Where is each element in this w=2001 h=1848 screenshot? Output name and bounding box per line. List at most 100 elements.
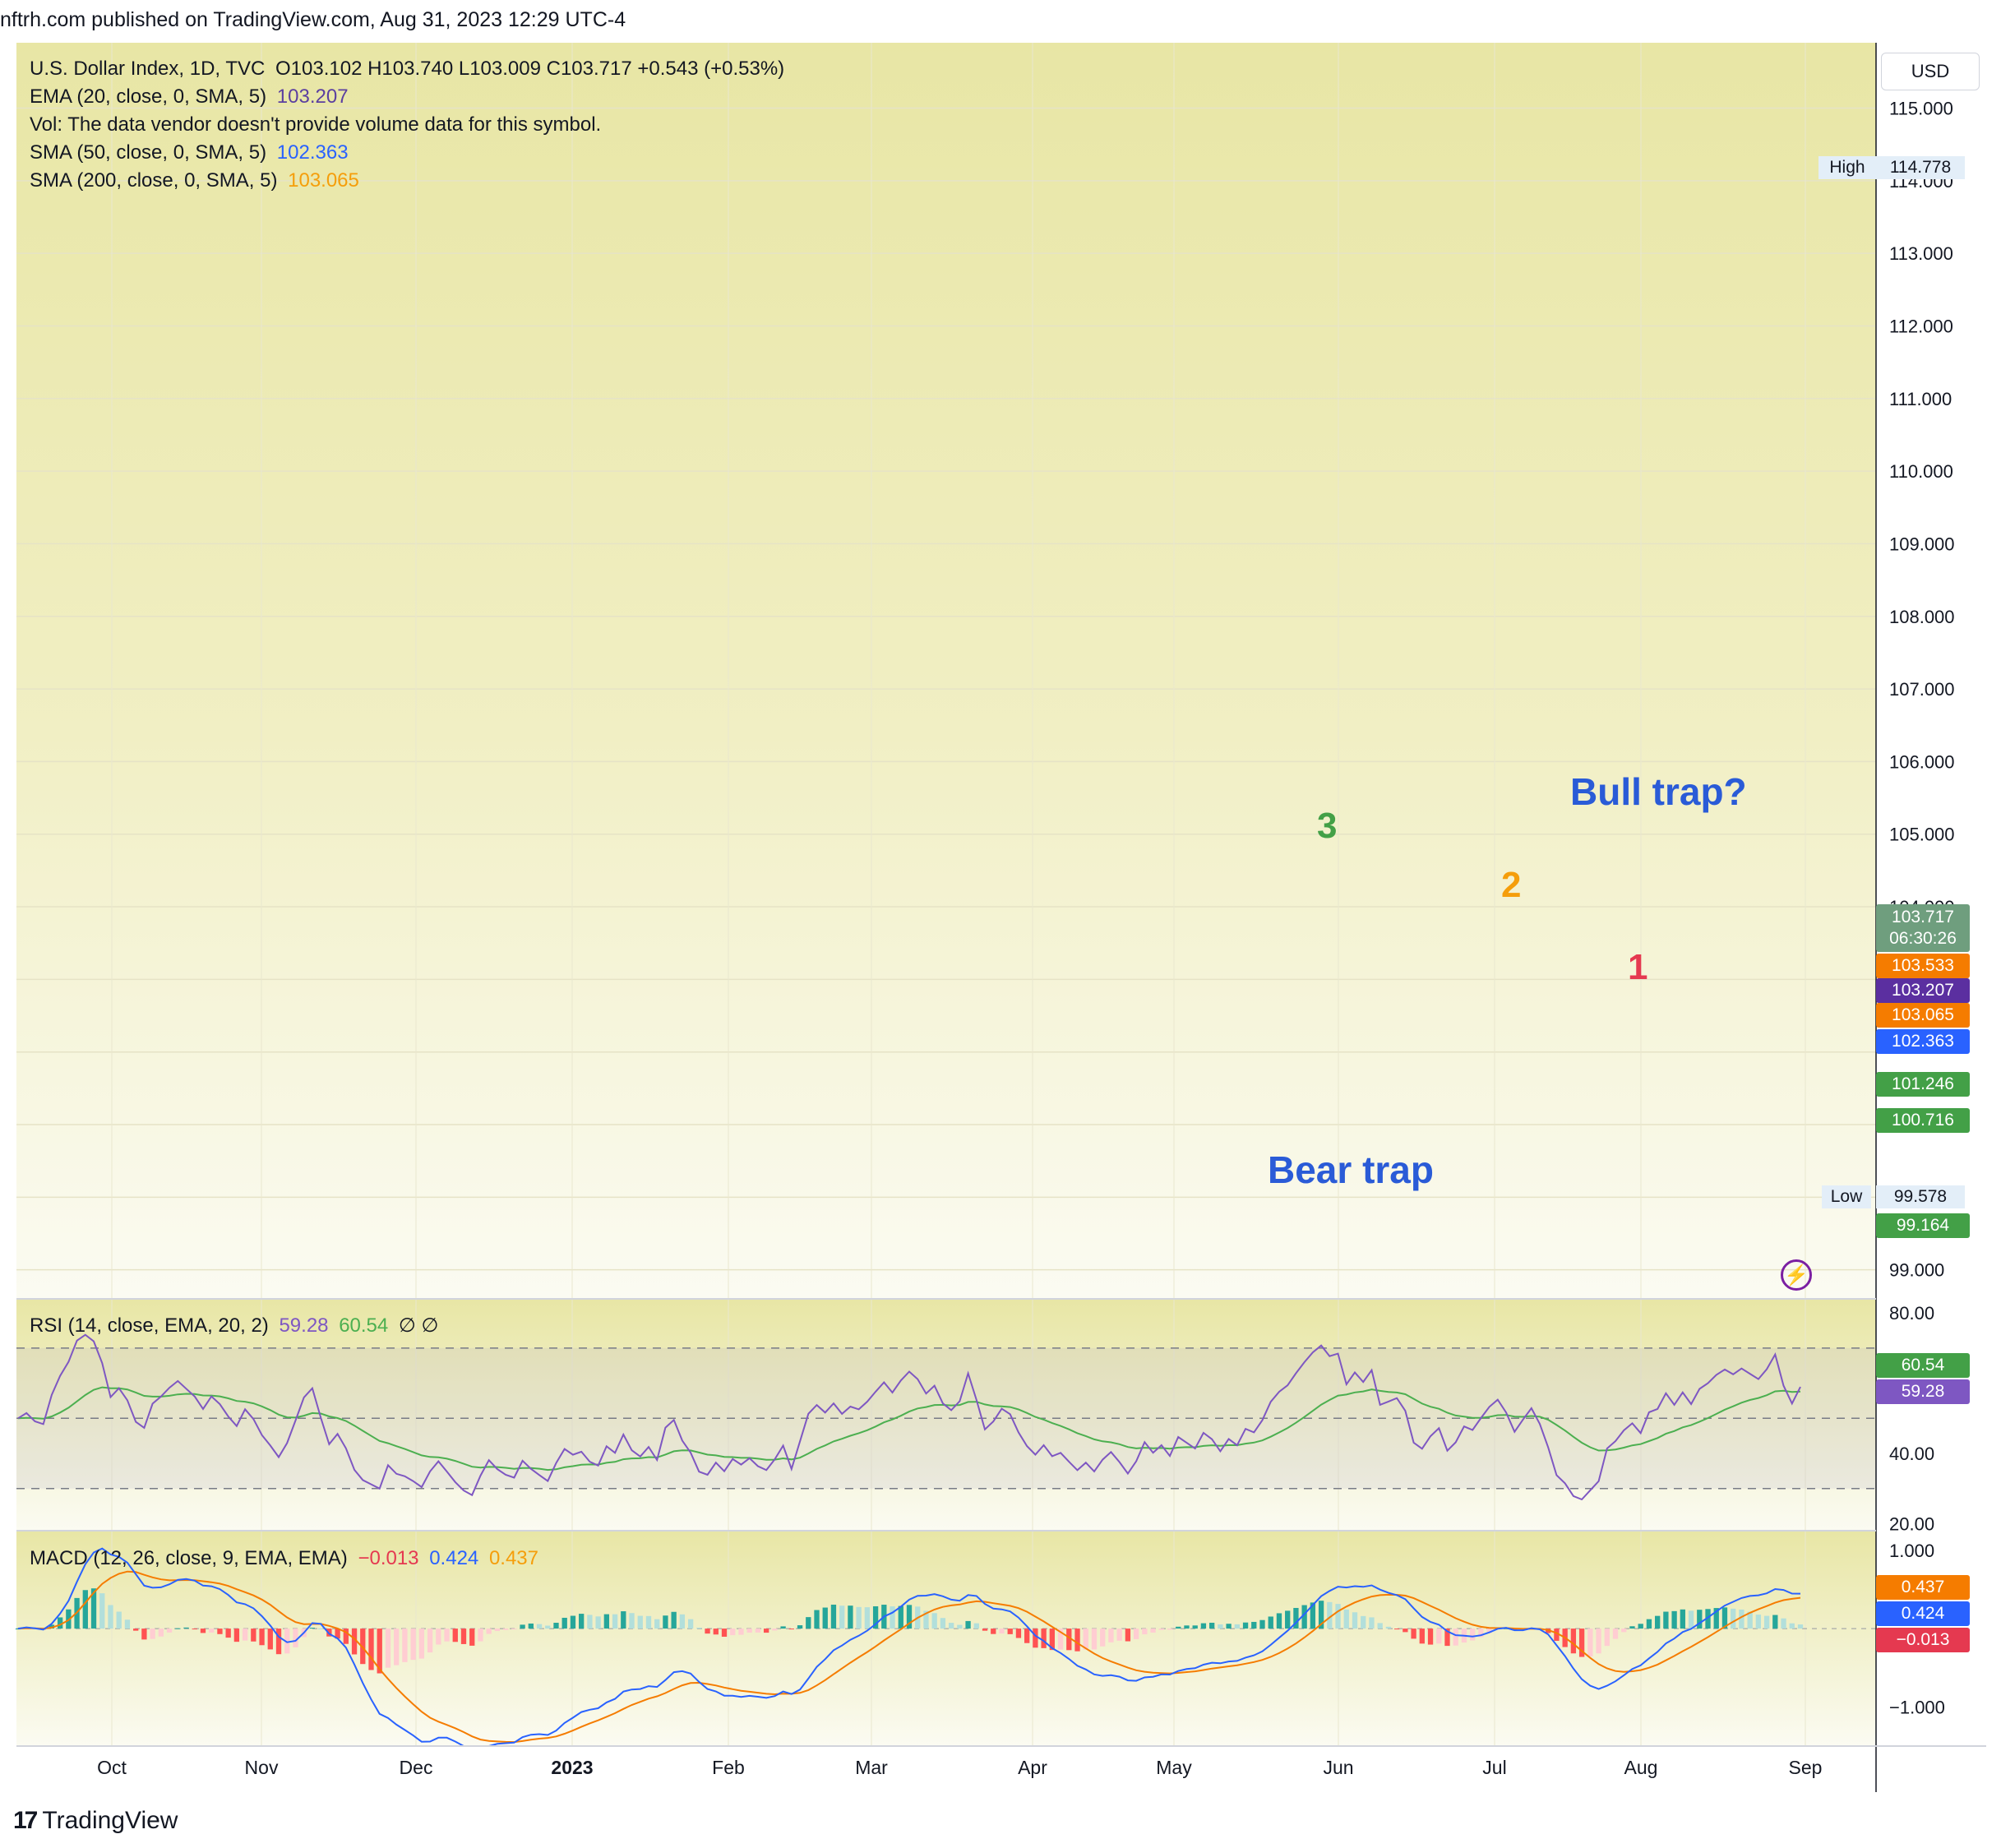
legend-macd-signal-value: 0.437: [488, 1547, 538, 1569]
macd-hist-bar: [982, 1629, 988, 1631]
legend-rsi-ema-value: 60.54: [339, 1314, 389, 1337]
macd-hist-bar: [637, 1615, 643, 1629]
macd-hist-bar: [1369, 1617, 1375, 1629]
macd-hist-bar: [309, 1628, 316, 1629]
legend-sma50-row[interactable]: SMA (50, close, 0, SMA, 5) 102.363: [30, 141, 354, 164]
low-value: 99.578: [1876, 1185, 1965, 1208]
macd-tick-label: 1.000: [1889, 1541, 1934, 1561]
macd-hist-bar: [948, 1623, 954, 1629]
macd-hist-bar: [1621, 1629, 1627, 1633]
legend-macd-label: MACD (12, 26, close, 9, EMA, EMA): [30, 1547, 348, 1569]
lightning-icon[interactable]: ⚡: [1781, 1259, 1812, 1291]
macd-hist-bar: [806, 1617, 811, 1629]
legend-rsi-value: 59.28: [279, 1314, 329, 1337]
price-chart[interactable]: 115.000114.000113.000112.000111.000110.0…: [0, 0, 2001, 1809]
macd-hist-bar: [1318, 1601, 1324, 1629]
price-tick-label: 110.000: [1889, 461, 1953, 482]
macd-hist-bar: [1385, 1626, 1392, 1629]
legend-macd-line-value: 0.424: [429, 1547, 479, 1569]
macd-hist-bar: [848, 1605, 853, 1629]
macd-hist-bar: [494, 1629, 501, 1631]
macd-hist-bar: [1150, 1629, 1156, 1633]
macd-hist-bar: [1713, 1608, 1719, 1629]
macd-hist-bar: [906, 1605, 913, 1629]
macd-hist-bar: [890, 1606, 895, 1629]
macd-hist-bar: [1772, 1615, 1778, 1629]
macd-hist-bar: [687, 1619, 694, 1629]
macd-hist-bar: [1276, 1613, 1282, 1629]
macd-hist-bar: [1158, 1629, 1164, 1630]
macd-hist-bar: [1343, 1609, 1349, 1629]
macd-hist-bar: [166, 1629, 173, 1633]
time-tick-label: Sep: [1789, 1757, 1823, 1778]
currency-button[interactable]: USD: [1881, 53, 1980, 90]
macd-hist-bar: [1083, 1629, 1088, 1650]
macd-hist-bar: [1629, 1626, 1635, 1629]
orange-line-tag: 103.533: [1876, 954, 1970, 978]
tradingview-brand: TradingView: [42, 1807, 178, 1834]
legend-rsi-label: RSI (14, close, EMA, 20, 2): [30, 1314, 269, 1337]
annotation-2: 2: [1501, 865, 1522, 905]
macd-hist-bar: [579, 1614, 585, 1629]
last-price-tag: 103.717 06:30:26: [1876, 904, 1970, 952]
time-tick-label: May: [1156, 1757, 1192, 1778]
rsi-line: [17, 1333, 1801, 1501]
macd-hist-bar: [1705, 1609, 1711, 1629]
macd-hist-bar: [1176, 1626, 1181, 1629]
tradingview-mark-icon: 17: [13, 1807, 38, 1834]
macd-hist-bar: [1057, 1629, 1064, 1650]
macd-hist-bar: [402, 1629, 408, 1662]
macd-hist-bar: [1066, 1629, 1072, 1651]
macd-hist-bar: [1335, 1604, 1341, 1629]
legend-sma200-row[interactable]: SMA (200, close, 0, SMA, 5) 103.065: [30, 169, 364, 192]
macd-hist-bar: [478, 1629, 483, 1642]
macd-hist-bar: [368, 1629, 374, 1670]
macd-hist-bar: [839, 1605, 845, 1629]
macd-hist-tag: −0.013: [1876, 1628, 1970, 1652]
macd-hist-bar: [1024, 1629, 1030, 1643]
legend-sma200-value: 103.065: [288, 169, 359, 192]
rsi-ema-line: [17, 1386, 1801, 1471]
macd-hist-bar: [233, 1629, 240, 1642]
macd-hist-bar: [999, 1629, 1005, 1634]
legend-rsi-row[interactable]: RSI (14, close, EMA, 20, 2) 59.28 60.54 …: [30, 1314, 443, 1337]
macd-hist-bar: [898, 1605, 903, 1629]
bar-countdown: 06:30:26: [1889, 929, 1957, 948]
macd-hist-bar: [1208, 1622, 1215, 1629]
macd-hist-bar: [1470, 1629, 1476, 1641]
macd-hist-bar: [663, 1615, 668, 1629]
time-tick-label: Nov: [245, 1757, 279, 1778]
macd-hist-bar: [1587, 1629, 1593, 1656]
support-2-tag: 100.716: [1876, 1108, 1970, 1133]
macd-hist-bar: [1007, 1629, 1013, 1634]
tradingview-logo[interactable]: 17 TradingView: [13, 1807, 178, 1835]
low-label: Low: [1822, 1185, 1871, 1208]
macd-hist-bar: [1116, 1629, 1122, 1641]
macd-hist-bar: [150, 1629, 155, 1639]
price-tick-label: 99.000: [1889, 1260, 1944, 1281]
macd-hist-bar: [570, 1615, 576, 1629]
macd-hist-bar: [259, 1629, 265, 1646]
macd-hist-bar: [856, 1606, 862, 1629]
macd-hist-bar: [242, 1629, 248, 1641]
macd-hist-bar: [1419, 1629, 1425, 1644]
macd-hist-bar: [1444, 1629, 1450, 1647]
price-tick-label: 111.000: [1889, 389, 1952, 409]
legend-macd-row[interactable]: MACD (12, 26, close, 9, EMA, EMA) −0.013…: [30, 1547, 543, 1570]
macd-hist-bar: [1671, 1610, 1677, 1629]
macd-hist-bar: [1251, 1621, 1257, 1629]
legend-ema-row[interactable]: EMA (20, close, 0, SMA, 5) 103.207: [30, 85, 354, 109]
macd-hist-bar: [335, 1629, 340, 1639]
macd-hist-bar: [502, 1629, 509, 1630]
price-tick-label: 112.000: [1889, 316, 1953, 336]
macd-hist-bar: [452, 1629, 458, 1642]
macd-hist-bar: [1352, 1612, 1358, 1629]
macd-hist-bar: [1361, 1615, 1366, 1629]
macd-hist-bar: [931, 1613, 937, 1629]
price-tick-label: 108.000: [1889, 607, 1955, 627]
macd-hist-bar: [1596, 1629, 1601, 1654]
support-3-tag: 99.164: [1876, 1213, 1970, 1238]
macd-hist-bar: [141, 1629, 147, 1640]
macd-hist-bar: [629, 1613, 635, 1629]
